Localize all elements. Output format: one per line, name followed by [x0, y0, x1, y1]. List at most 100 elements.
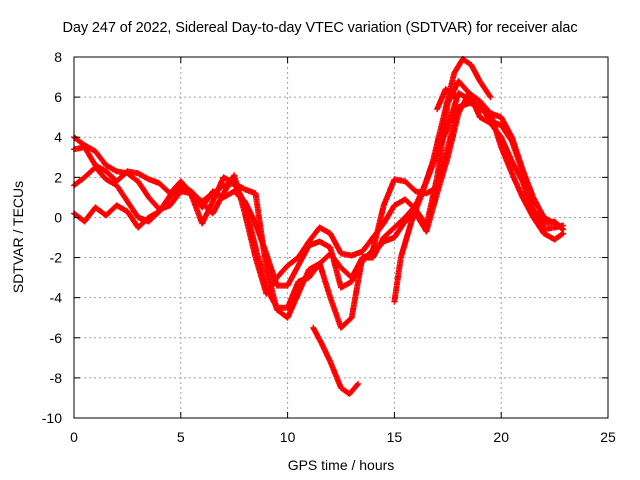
marker-segment	[231, 180, 248, 206]
marker-segment	[81, 144, 98, 167]
marker-segment	[442, 86, 457, 100]
x-tick-label: 10	[280, 429, 296, 445]
marker-segment	[419, 159, 436, 197]
marker-segment	[92, 148, 109, 168]
y-tick-label: -8	[50, 370, 63, 386]
marker-segment	[145, 209, 162, 221]
marker-segment	[487, 110, 504, 149]
y-tick-label: 4	[54, 129, 62, 145]
marker-segment	[252, 244, 269, 290]
marker-segment	[92, 164, 109, 182]
y-tick-label: -2	[50, 250, 63, 266]
data-point-marker	[560, 230, 567, 237]
marker-segment	[135, 215, 151, 231]
marker-segment	[466, 90, 482, 104]
y-tick-label: 8	[54, 49, 62, 65]
marker-segment	[508, 138, 525, 173]
marker-segment	[397, 220, 414, 261]
marker-segment	[113, 169, 130, 185]
x-tick-label: 15	[387, 429, 403, 445]
marker-segment	[209, 191, 226, 217]
marker-segment	[81, 205, 98, 225]
marker-segment	[103, 168, 119, 184]
plot-border	[73, 56, 609, 419]
marker-segment	[359, 235, 376, 255]
data-point-marker	[451, 94, 458, 101]
marker-segment	[327, 250, 344, 270]
plot-frame	[73, 56, 609, 419]
marker-segment	[327, 358, 344, 390]
marker-segment	[402, 178, 418, 194]
marker-segment	[380, 177, 397, 209]
series-day-6	[310, 324, 362, 397]
y-axis-label: SDTVAR / TECUs	[10, 180, 26, 294]
marker-segment	[156, 180, 173, 196]
y-tick-label: 2	[54, 169, 62, 185]
marker-segment	[103, 203, 119, 219]
marker-segment	[468, 62, 483, 83]
marker-segment	[177, 182, 194, 198]
marker-segment	[284, 292, 301, 321]
marker-segment	[124, 198, 141, 220]
marker-segment	[81, 165, 98, 181]
marker-segment	[498, 122, 515, 143]
marker-segment	[391, 215, 407, 231]
data-point-marker	[487, 94, 494, 101]
x-tick-label: 20	[493, 429, 509, 445]
marker-segment	[444, 111, 462, 161]
marker-segment	[156, 193, 173, 215]
marker-segment	[530, 214, 547, 236]
marker-segment	[380, 203, 397, 227]
data-point-marker	[560, 222, 567, 229]
marker-segment	[135, 178, 151, 200]
marker-segment	[306, 261, 322, 281]
y-tick-label: 6	[54, 89, 62, 105]
marker-segment	[348, 255, 365, 281]
marker-segment	[252, 220, 269, 255]
marker-segment	[476, 98, 493, 116]
x-tick-label: 5	[177, 429, 185, 445]
marker-segment	[530, 194, 547, 220]
marker-segment	[310, 324, 325, 346]
tick-labels: 0 5 10 15 20 25 -10 -8 -6 -4 -2 0 2 4 6 8	[42, 49, 616, 445]
y-tick-label: -4	[50, 290, 63, 306]
marker-segment	[199, 199, 216, 227]
marker-segment	[380, 225, 397, 241]
y-tick-label: -10	[42, 410, 62, 426]
marker-segment	[103, 176, 119, 188]
marker-segment	[316, 224, 332, 236]
marker-segment	[124, 208, 141, 230]
marker-segment	[284, 280, 301, 311]
marker-segment	[188, 192, 205, 225]
marker-segment	[327, 294, 344, 330]
marker-segment	[346, 382, 361, 397]
y-tick-label: -6	[50, 330, 63, 346]
marker-segment	[167, 189, 183, 209]
marker-segment	[391, 256, 404, 305]
series-day-4	[71, 90, 567, 311]
grid	[74, 57, 608, 418]
marker-segment	[295, 239, 312, 261]
marker-segment	[167, 183, 183, 199]
y-tick-label: 0	[54, 209, 62, 225]
series-day-7	[434, 86, 458, 113]
marker-segment	[391, 219, 408, 241]
data-markers	[71, 56, 567, 397]
marker-segment	[476, 114, 493, 126]
marker-segment	[459, 56, 474, 68]
marker-segment	[451, 57, 465, 76]
marker-segment	[402, 196, 418, 212]
marker-segment	[498, 144, 515, 175]
marker-segment	[284, 255, 301, 269]
marker-segment	[220, 174, 236, 186]
x-tick-label: 25	[600, 429, 616, 445]
marker-segment	[498, 134, 515, 163]
marker-segment	[551, 231, 565, 243]
x-tick-label: 0	[70, 429, 78, 445]
marker-segment	[370, 239, 386, 257]
marker-segment	[263, 284, 280, 310]
marker-segment	[327, 230, 344, 256]
marker-segment	[338, 315, 354, 331]
data-point-marker	[355, 380, 362, 387]
